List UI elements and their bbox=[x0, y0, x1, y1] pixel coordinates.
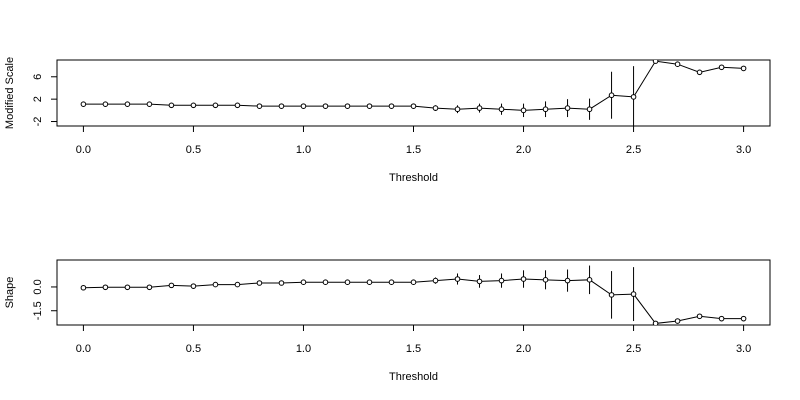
data-point bbox=[124, 101, 131, 107]
x-tick-label: 0.0 bbox=[76, 343, 91, 355]
data-point bbox=[564, 277, 571, 284]
plot-frame bbox=[56, 59, 771, 127]
x-tick-label: 0.5 bbox=[186, 144, 201, 156]
data-point bbox=[190, 283, 197, 289]
data-point bbox=[520, 276, 527, 282]
data-point bbox=[190, 102, 197, 109]
data-point bbox=[586, 277, 593, 283]
data-point bbox=[366, 103, 373, 109]
data-point bbox=[542, 277, 549, 283]
data-point bbox=[498, 106, 505, 113]
x-tick-label: 3.0 bbox=[736, 144, 751, 156]
data-line bbox=[83, 278, 744, 324]
data-point bbox=[212, 281, 219, 288]
data-point bbox=[168, 282, 175, 289]
data-point bbox=[300, 103, 307, 109]
y-tick-label: 2 bbox=[32, 96, 44, 102]
x-tick-label: 1.0 bbox=[296, 144, 311, 156]
y-tick-label: 0.0 bbox=[32, 279, 44, 294]
data-point bbox=[608, 292, 615, 298]
data-point bbox=[234, 102, 241, 109]
y-tick-label: -2 bbox=[32, 117, 44, 127]
data-point bbox=[476, 278, 483, 285]
data-point bbox=[454, 276, 461, 282]
data-line bbox=[83, 60, 744, 111]
data-point bbox=[410, 279, 417, 285]
plot-area bbox=[80, 60, 747, 126]
data-point bbox=[300, 279, 307, 285]
y-axis-label: Shape bbox=[4, 277, 16, 309]
data-point bbox=[80, 284, 87, 291]
data-point bbox=[344, 103, 351, 109]
x-tick-label: 1.5 bbox=[406, 144, 421, 156]
y-axis-label: Modified Scale bbox=[4, 57, 16, 129]
data-point bbox=[168, 102, 175, 109]
data-point bbox=[652, 320, 659, 325]
data-point bbox=[234, 281, 241, 288]
data-point bbox=[124, 284, 131, 291]
data-point bbox=[674, 61, 681, 67]
data-point bbox=[278, 280, 285, 286]
data-point bbox=[498, 277, 505, 284]
data-point bbox=[80, 101, 87, 107]
data-point bbox=[542, 106, 549, 113]
panel: 0.0 0.5 1.0 1.5 2.0 2.5 3.0 -2 2 6 Threshold Modifi… bbox=[4, 57, 771, 184]
data-point bbox=[366, 279, 373, 285]
data-point bbox=[696, 69, 703, 76]
data-point bbox=[388, 279, 395, 285]
x-tick-label: 1.5 bbox=[406, 343, 421, 355]
x-tick-label: 1.0 bbox=[296, 343, 311, 355]
data-point bbox=[740, 65, 747, 72]
data-point bbox=[718, 315, 725, 322]
data-point bbox=[146, 284, 153, 291]
data-point bbox=[102, 101, 109, 107]
data-point bbox=[256, 280, 263, 286]
data-point bbox=[432, 277, 439, 284]
data-point bbox=[520, 107, 527, 114]
data-point bbox=[212, 102, 219, 109]
data-point bbox=[564, 105, 571, 111]
x-tick-label: 2.5 bbox=[626, 343, 641, 355]
data-point bbox=[674, 318, 681, 324]
x-tick-label: 3.0 bbox=[736, 343, 751, 355]
data-point bbox=[630, 291, 637, 297]
x-tick-label: 2.5 bbox=[626, 144, 641, 156]
panel: 0.0 0.5 1.0 1.5 2.0 2.5 3.0 -1.5 0.0 Threshold Sha… bbox=[4, 259, 771, 383]
data-point bbox=[322, 103, 329, 109]
y-tick-label: -1.5 bbox=[32, 301, 44, 320]
data-point bbox=[146, 101, 153, 107]
data-point bbox=[630, 94, 637, 100]
data-point bbox=[718, 64, 725, 71]
x-tick-label: 2.0 bbox=[516, 343, 531, 355]
x-tick-label: 0.5 bbox=[186, 343, 201, 355]
data-point bbox=[586, 106, 593, 113]
plot-area bbox=[80, 265, 747, 325]
data-point bbox=[608, 92, 615, 99]
data-point bbox=[696, 313, 703, 320]
plot-frame bbox=[56, 259, 771, 326]
data-point bbox=[256, 103, 263, 109]
data-point bbox=[652, 60, 659, 64]
data-point bbox=[102, 284, 109, 291]
data-point bbox=[322, 279, 329, 285]
data-point bbox=[278, 103, 285, 109]
y-tick-label: 6 bbox=[32, 74, 44, 80]
x-axis-label: Threshold bbox=[389, 371, 438, 383]
data-point bbox=[388, 103, 395, 109]
data-point bbox=[410, 103, 417, 109]
data-point bbox=[740, 315, 747, 322]
data-point bbox=[344, 279, 351, 285]
data-point bbox=[454, 106, 461, 113]
x-axis-label: Threshold bbox=[389, 172, 438, 184]
x-tick-label: 2.0 bbox=[516, 144, 531, 156]
data-point bbox=[476, 105, 483, 111]
data-point bbox=[432, 105, 439, 111]
x-tick-label: 0.0 bbox=[76, 144, 91, 156]
